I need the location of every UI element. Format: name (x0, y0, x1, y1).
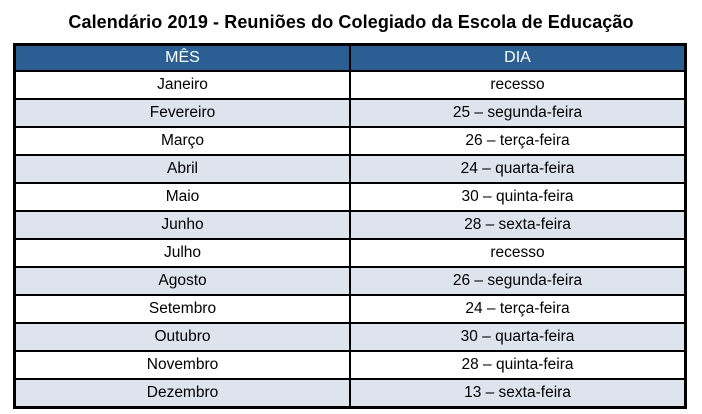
table-row: Outubro 30 – quarta-feira (13, 322, 687, 352)
month-cell: Fevereiro (13, 98, 351, 128)
day-cell: recesso (349, 238, 687, 268)
table-row: Julho recesso (13, 238, 687, 268)
month-cell: Julho (13, 238, 351, 268)
table-row: Dezembro 13 – sexta-feira (13, 378, 687, 409)
table-row: Junho 28 – sexta-feira (13, 210, 687, 240)
day-cell: 30 – quinta-feira (349, 182, 687, 212)
day-cell: 24 – terça-feira (349, 294, 687, 324)
table-header: MÊS DIA (13, 43, 687, 72)
month-cell: Maio (13, 182, 351, 212)
month-cell: Junho (13, 210, 351, 240)
month-cell: Dezembro (13, 378, 351, 409)
month-cell: Janeiro (13, 70, 351, 100)
table-row: Abril 24 – quarta-feira (13, 154, 687, 184)
table-row: Janeiro recesso (13, 70, 687, 100)
table-row: Novembro 28 – quinta-feira (13, 350, 687, 380)
day-cell: 26 – segunda-feira (349, 266, 687, 296)
month-cell: Outubro (13, 322, 351, 352)
day-cell: 26 – terça-feira (349, 126, 687, 156)
month-cell: Novembro (13, 350, 351, 380)
column-header-month: MÊS (13, 43, 351, 72)
day-cell: 28 – sexta-feira (349, 210, 687, 240)
table-row: Agosto 26 – segunda-feira (13, 266, 687, 296)
month-cell: Agosto (13, 266, 351, 296)
month-cell: Março (13, 126, 351, 156)
table-row: Março 26 – terça-feira (13, 126, 687, 156)
table-body: Janeiro recesso Fevereiro 25 – segunda-feir… (13, 70, 687, 409)
day-cell: 24 – quarta-feira (349, 154, 687, 184)
day-cell: 25 – segunda-feira (349, 98, 687, 128)
day-cell: recesso (349, 70, 687, 100)
column-header-day: DIA (349, 43, 687, 72)
month-cell: Setembro (13, 294, 351, 324)
month-cell: Abril (13, 154, 351, 184)
page-title: Calendário 2019 - Reuniões do Colegiado … (68, 12, 634, 32)
day-cell: 13 – sexta-feira (349, 378, 687, 409)
table-row: Fevereiro 25 – segunda-feira (13, 98, 687, 128)
table-row: Maio 30 – quinta-feira (13, 182, 687, 212)
day-cell: 28 – quinta-feira (349, 350, 687, 380)
table-row: Setembro 24 – terça-feira (13, 294, 687, 324)
header-row: MÊS DIA (13, 43, 687, 72)
day-cell: 30 – quarta-feira (349, 322, 687, 352)
calendar-table: MÊS DIA Janeiro recesso Fevereiro 25 – segu… (13, 43, 687, 409)
